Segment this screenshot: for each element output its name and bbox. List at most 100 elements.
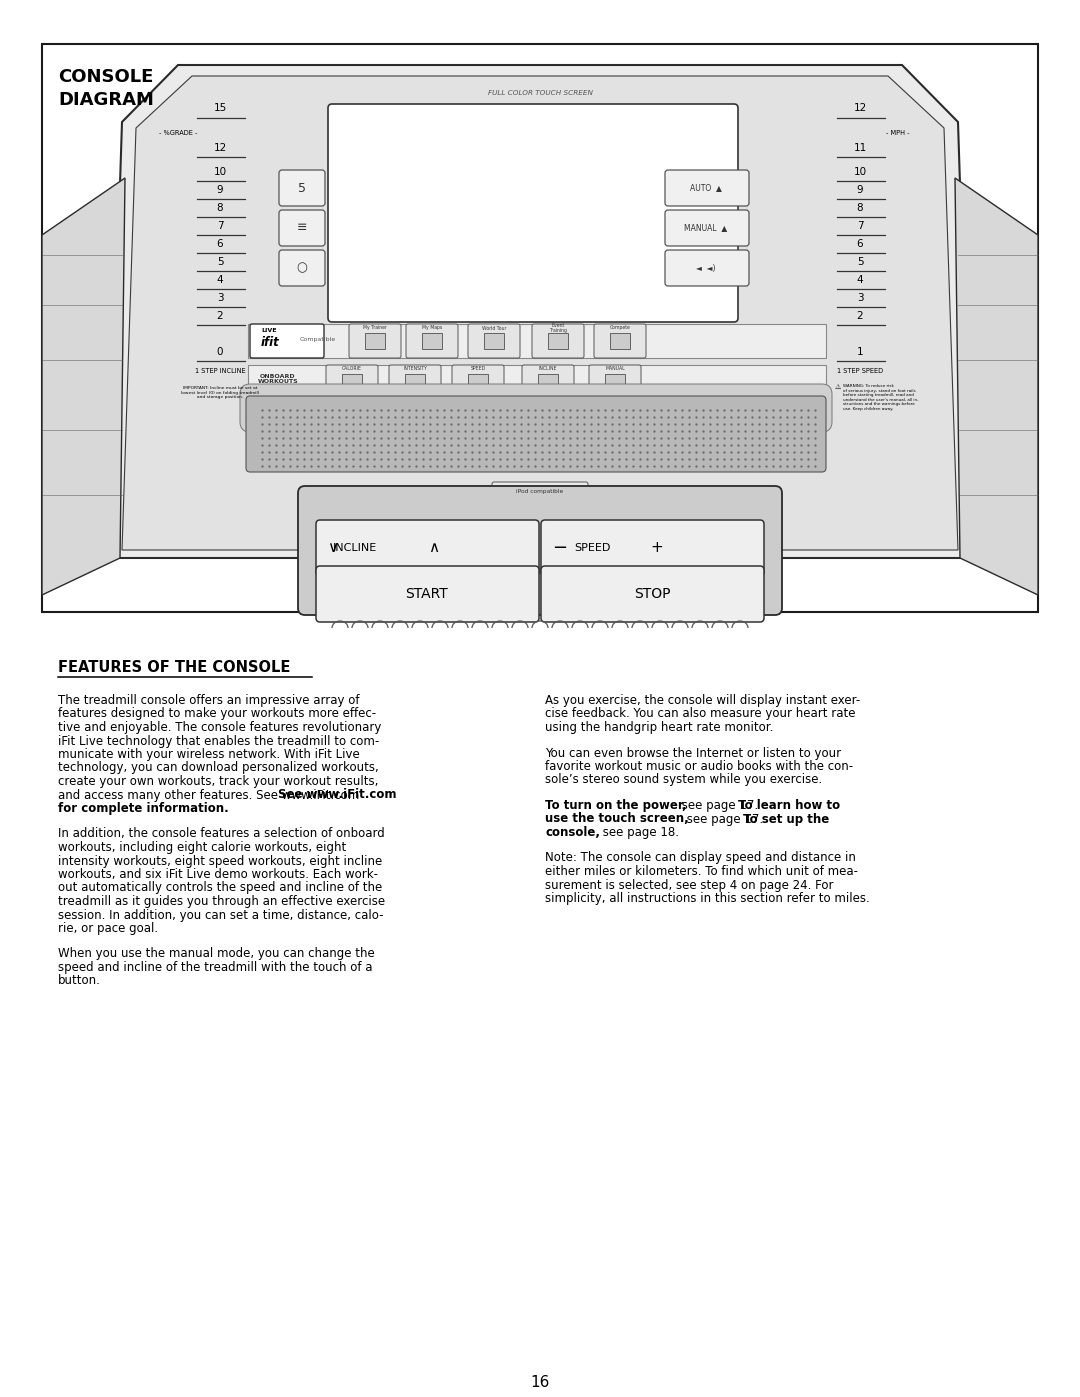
Polygon shape <box>42 177 125 595</box>
Text: see page 17.: see page 17. <box>678 799 761 812</box>
Text: ∧: ∧ <box>428 541 440 556</box>
Text: MANUAL: MANUAL <box>605 366 625 372</box>
Text: sole’s stereo sound system while you exercise.: sole’s stereo sound system while you exe… <box>545 774 822 787</box>
Text: Note: The console can display speed and distance in: Note: The console can display speed and … <box>545 852 855 865</box>
Text: 5: 5 <box>298 182 306 194</box>
Text: 6: 6 <box>856 239 863 249</box>
Text: 0: 0 <box>217 346 224 358</box>
Text: LIVE: LIVE <box>261 328 276 334</box>
Text: 2: 2 <box>856 312 863 321</box>
Text: INTENSITY: INTENSITY <box>403 366 427 372</box>
Text: using the handgrip heart rate monitor.: using the handgrip heart rate monitor. <box>545 721 773 733</box>
Text: +: + <box>650 541 663 556</box>
Text: START: START <box>406 587 448 601</box>
Text: Compete: Compete <box>609 326 631 331</box>
FancyBboxPatch shape <box>522 365 573 400</box>
Text: session. In addition, you can set a time, distance, calo-: session. In addition, you can set a time… <box>58 908 383 922</box>
FancyBboxPatch shape <box>589 365 642 400</box>
FancyBboxPatch shape <box>594 324 646 358</box>
Bar <box>405 374 426 390</box>
Text: iPod compatible: iPod compatible <box>516 489 564 495</box>
FancyBboxPatch shape <box>279 210 325 246</box>
Text: treadmill as it guides you through an effective exercise: treadmill as it guides you through an ef… <box>58 895 386 908</box>
Text: CONSOLE: CONSOLE <box>58 68 153 87</box>
Text: 16: 16 <box>530 1375 550 1390</box>
Text: ○: ○ <box>297 261 308 274</box>
Text: 8: 8 <box>217 203 224 212</box>
Text: create your own workouts, track your workout results,: create your own workouts, track your wor… <box>58 775 378 788</box>
FancyBboxPatch shape <box>316 566 539 622</box>
Text: 7: 7 <box>217 221 224 231</box>
Text: MANUAL  ▲: MANUAL ▲ <box>685 224 728 232</box>
FancyBboxPatch shape <box>541 566 764 622</box>
Text: 9: 9 <box>217 184 224 196</box>
Text: 5: 5 <box>217 257 224 267</box>
Text: out automatically controls the speed and incline of the: out automatically controls the speed and… <box>58 882 382 894</box>
FancyBboxPatch shape <box>316 520 539 576</box>
Text: −: − <box>552 539 567 557</box>
Text: use the touch screen,: use the touch screen, <box>545 813 689 826</box>
FancyBboxPatch shape <box>406 324 458 358</box>
Text: see page 17.: see page 17. <box>683 813 767 826</box>
Text: console,: console, <box>545 826 600 840</box>
Text: - %GRADE -: - %GRADE - <box>159 130 198 136</box>
Text: IMPORTANT: Incline must be set at
lowest level (0) on folding treadmill
and stor: IMPORTANT: Incline must be set at lowest… <box>181 386 259 400</box>
Text: My Trainer: My Trainer <box>363 326 387 331</box>
FancyBboxPatch shape <box>328 103 738 321</box>
Text: see page 18.: see page 18. <box>599 826 679 840</box>
Text: 2: 2 <box>217 312 224 321</box>
Text: ∨: ∨ <box>327 541 338 556</box>
Text: municate with your wireless network. With iFit Live: municate with your wireless network. Wit… <box>58 747 360 761</box>
Text: To learn how to: To learn how to <box>738 799 840 812</box>
Text: FEATURES OF THE CONSOLE: FEATURES OF THE CONSOLE <box>58 659 291 675</box>
Bar <box>605 374 625 390</box>
Text: technology, you can download personalized workouts,: technology, you can download personalize… <box>58 761 379 774</box>
Bar <box>422 332 442 349</box>
Text: intensity workouts, eight speed workouts, eight incline: intensity workouts, eight speed workouts… <box>58 855 382 868</box>
Text: 1 STEP INCLINE: 1 STEP INCLINE <box>194 367 245 374</box>
Text: AUTO  ▲: AUTO ▲ <box>690 183 721 193</box>
Text: My Maps: My Maps <box>422 326 442 331</box>
Polygon shape <box>108 66 972 557</box>
Text: When you use the manual mode, you can change the: When you use the manual mode, you can ch… <box>58 947 375 961</box>
FancyBboxPatch shape <box>249 324 324 358</box>
Text: ONBOARD
WORKOUTS: ONBOARD WORKOUTS <box>258 373 298 384</box>
FancyBboxPatch shape <box>326 365 378 400</box>
Text: SPEED: SPEED <box>471 366 486 372</box>
Text: STOP: STOP <box>634 587 671 601</box>
Text: INCLINE: INCLINE <box>333 543 377 553</box>
Text: 4: 4 <box>856 275 863 285</box>
Text: and access many other features. See www.iFit.com: and access many other features. See www.… <box>58 788 360 802</box>
Text: To turn on the power,: To turn on the power, <box>545 799 687 812</box>
FancyBboxPatch shape <box>492 482 588 502</box>
FancyBboxPatch shape <box>665 210 750 246</box>
FancyBboxPatch shape <box>240 384 832 432</box>
Text: 9: 9 <box>856 184 863 196</box>
Text: In addition, the console features a selection of onboard: In addition, the console features a sele… <box>58 827 384 841</box>
FancyBboxPatch shape <box>453 365 504 400</box>
Text: Event
Training: Event Training <box>549 323 567 334</box>
Polygon shape <box>955 177 1038 595</box>
Text: 6: 6 <box>217 239 224 249</box>
Text: INCLINE: INCLINE <box>539 366 557 372</box>
Bar <box>548 332 568 349</box>
Text: 4: 4 <box>217 275 224 285</box>
Text: 11: 11 <box>853 142 866 154</box>
Text: ⚠: ⚠ <box>835 384 841 390</box>
FancyBboxPatch shape <box>279 250 325 286</box>
Text: button.: button. <box>58 975 100 988</box>
Text: As you exercise, the console will display instant exer-: As you exercise, the console will displa… <box>545 694 861 707</box>
Text: speed and incline of the treadmill with the touch of a: speed and incline of the treadmill with … <box>58 961 373 974</box>
Text: 5: 5 <box>856 257 863 267</box>
Bar <box>248 365 826 400</box>
Text: either miles or kilometers. To find which unit of mea-: either miles or kilometers. To find whic… <box>545 865 858 877</box>
FancyBboxPatch shape <box>279 170 325 205</box>
Text: To set up the: To set up the <box>743 813 829 826</box>
Text: The treadmill console offers an impressive array of: The treadmill console offers an impressi… <box>58 694 360 707</box>
Bar <box>484 332 504 349</box>
Text: Compatible: Compatible <box>300 337 336 341</box>
Text: See www.iFit.com: See www.iFit.com <box>278 788 396 802</box>
Text: World Tour: World Tour <box>482 326 507 331</box>
Text: tive and enjoyable. The console features revolutionary: tive and enjoyable. The console features… <box>58 721 381 733</box>
Text: rie, or pace goal.: rie, or pace goal. <box>58 922 158 935</box>
